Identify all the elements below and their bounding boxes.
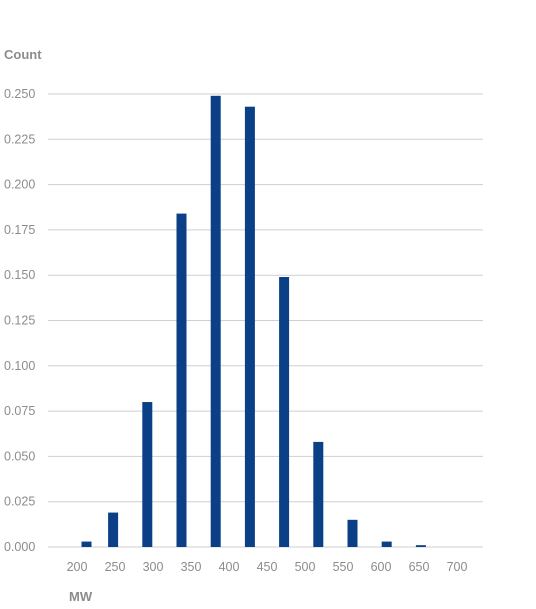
histogram-bar bbox=[415, 545, 426, 547]
y-tick-label: 0.225 bbox=[4, 132, 35, 146]
histogram-bar bbox=[279, 277, 290, 547]
y-tick-label: 0.150 bbox=[4, 268, 35, 282]
histogram-bar bbox=[347, 519, 358, 547]
histogram-bar bbox=[313, 441, 324, 547]
y-tick-labels: 0.000 0.025 0.050 0.075 0.100 0.125 0.150 0.175… bbox=[4, 87, 35, 554]
histogram-bar bbox=[142, 402, 153, 547]
x-tick-label: 300 bbox=[143, 560, 164, 574]
x-tick-label: 400 bbox=[219, 560, 240, 574]
x-axis-title: MW bbox=[69, 589, 93, 604]
x-tick-label: 250 bbox=[105, 560, 126, 574]
x-tick-label: 200 bbox=[67, 560, 88, 574]
x-tick-label: 500 bbox=[295, 560, 316, 574]
y-tick-label: 0.200 bbox=[4, 178, 35, 192]
x-tick-label: 350 bbox=[181, 560, 202, 574]
histogram-bar bbox=[81, 541, 92, 547]
histogram-bar bbox=[381, 541, 392, 547]
histogram-bar bbox=[210, 95, 221, 547]
bars bbox=[81, 95, 426, 548]
y-axis-title: Count bbox=[4, 47, 42, 62]
x-tick-label: 600 bbox=[371, 560, 392, 574]
histogram-bar bbox=[176, 213, 187, 548]
histogram-bar bbox=[244, 106, 255, 548]
y-tick-label: 0.250 bbox=[4, 87, 35, 101]
x-tick-labels: 200 250 300 350 400 450 500 550 600 650 700 bbox=[67, 560, 468, 574]
y-tick-label: 0.125 bbox=[4, 314, 35, 328]
grid-lines bbox=[48, 93, 483, 548]
x-tick-label: 550 bbox=[333, 560, 354, 574]
y-tick-label: 0.025 bbox=[4, 495, 35, 509]
histogram-bar bbox=[108, 512, 119, 547]
x-tick-label: 450 bbox=[257, 560, 278, 574]
y-tick-label: 0.000 bbox=[4, 540, 35, 554]
x-tick-label: 700 bbox=[447, 560, 468, 574]
y-tick-label: 0.175 bbox=[4, 223, 35, 237]
y-tick-label: 0.100 bbox=[4, 359, 35, 373]
y-tick-label: 0.050 bbox=[4, 449, 35, 463]
y-tick-label: 0.075 bbox=[4, 404, 35, 418]
x-tick-label: 650 bbox=[409, 560, 430, 574]
